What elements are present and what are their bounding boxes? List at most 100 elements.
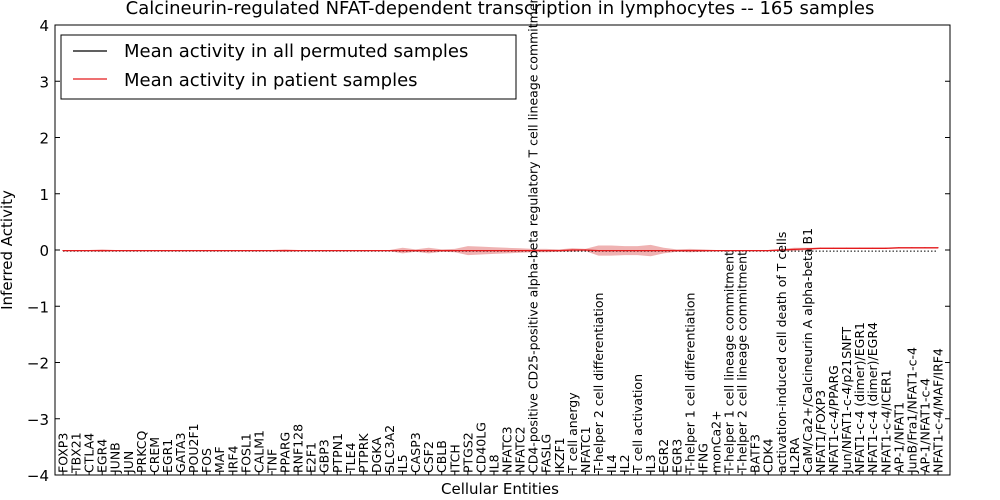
x-tick-label: PPARG: [278, 432, 293, 473]
patient-point: [480, 249, 482, 252]
patient-point: [702, 249, 704, 252]
patient-point: [101, 249, 103, 252]
x-tick-label: T-helper 2 cell lineage commitment: [735, 251, 750, 474]
patient-point: [728, 249, 730, 252]
patient-point: [362, 249, 364, 252]
x-tick-label: JUNB: [108, 442, 123, 474]
x-tick-label: NFAT1-c-4/PPARG: [826, 365, 841, 473]
patient-point: [741, 249, 743, 252]
x-tick-label: CD40LG: [473, 422, 488, 473]
patient-point: [114, 249, 116, 252]
x-tick-label: FASLG: [539, 434, 554, 473]
patient-point: [271, 249, 273, 252]
x-tick-label: NFAT1-c-4 (dimer)/EGR1: [852, 322, 867, 473]
x-tick-label: TNF: [265, 449, 280, 474]
x-tick-label: IL2RA: [787, 437, 802, 473]
patient-point: [153, 249, 156, 252]
patient-point: [754, 249, 756, 252]
patient-point: [441, 249, 443, 252]
patient-point: [232, 249, 234, 252]
patient-point: [140, 249, 142, 252]
x-tick-label: NFATC3: [500, 426, 515, 473]
patient-point: [401, 249, 404, 252]
patient-point: [571, 249, 573, 251]
y-tick-label: 4: [39, 17, 49, 35]
x-axis: FOXP3TBX21CTLA4EGR4JUNBJUNPRKCQCREMEGR1G…: [56, 0, 946, 475]
patient-point: [623, 249, 626, 252]
patient-point: [780, 249, 782, 251]
patient-point: [519, 249, 521, 252]
x-tick-label: AP-1/NFAT1-c-4: [917, 378, 932, 473]
patient-point: [179, 249, 182, 252]
x-tick-label: E2F1: [304, 442, 319, 473]
x-tick-label: ITCH: [447, 444, 462, 473]
x-tick-label: MAF: [212, 446, 227, 473]
patient-point: [637, 249, 639, 252]
x-tick-label: CaM/Ca2+/Calcineurin A alpha-beta B1: [800, 228, 815, 473]
x-tick-label: GATA3: [173, 433, 188, 473]
patient-point: [323, 249, 325, 252]
y-tick-label: 0: [39, 242, 49, 260]
patient-point: [767, 249, 769, 252]
x-tick-label: FOS: [199, 448, 214, 473]
patient-point: [819, 247, 822, 249]
x-tick-label: T cell activation: [630, 374, 645, 474]
plot-area: [62, 244, 939, 257]
x-tick-label: PTPRK: [356, 433, 371, 473]
x-tick-label: IL8: [487, 454, 502, 473]
x-tick-label: T-helper 1 cell lineage commitment: [722, 251, 737, 474]
patient-point: [506, 249, 508, 252]
x-tick-label: EGR1: [160, 439, 175, 473]
x-tick-label: IL3: [643, 454, 658, 473]
x-tick-label: BATF3: [748, 434, 763, 473]
x-tick-label: DGKA: [369, 437, 384, 473]
x-tick-label: EGR3: [669, 439, 684, 473]
x-tick-label: T-helper 2 cell differentiation: [591, 293, 606, 474]
x-tick-label: SLC3A2: [382, 425, 397, 473]
x-tick-label: CASP3: [408, 432, 423, 473]
patient-point: [924, 247, 926, 249]
x-tick-label: Jun/NFAT1-c-4/p21SNFT: [839, 327, 854, 474]
x-tick-label: NFATC1: [578, 426, 593, 473]
patient-point: [845, 247, 848, 249]
patient-point: [349, 249, 351, 252]
legend-label-patient: Mean activity in patient samples: [124, 70, 418, 91]
y-axis: 4 3 2 1 0 −1 −2 −3 −4: [27, 17, 950, 485]
x-tick-label: CREM: [147, 437, 162, 473]
x-tick-label: IL5: [395, 454, 410, 473]
x-tick-label: CD4-positive CD25-positive alpha-beta re…: [526, 0, 541, 473]
patient-point: [166, 249, 169, 252]
patient-point: [597, 249, 600, 252]
legend-box: [60, 34, 517, 100]
patient-point: [192, 249, 195, 252]
patient-point: [75, 249, 77, 252]
patient-point: [297, 249, 299, 252]
patient-point: [454, 249, 456, 252]
x-tick-label: T cell anergy: [565, 392, 580, 474]
patient-point: [467, 249, 469, 252]
x-tick-label: JunB/Fra1/NFAT1-c-4: [904, 347, 919, 474]
x-tick-label: NFAT1-c-4/MAF/IRF4: [931, 348, 946, 473]
patient-point: [206, 249, 208, 252]
axes-frame: [54, 24, 951, 476]
patient-point: [689, 249, 691, 252]
y-tick-label: 2: [39, 130, 49, 148]
x-axis-label: Cellular Entities: [441, 480, 559, 498]
x-tick-label: NFAT1-c-4 (dimer)/EGR4: [865, 322, 880, 473]
x-tick-label: TBX21: [69, 432, 84, 474]
x-tick-label: PTPN1: [330, 433, 345, 473]
x-tick-label: IFNG: [695, 443, 710, 473]
x-tick-label: CTLA4: [82, 433, 97, 473]
x-tick-label: NFATC2: [513, 426, 528, 473]
x-tick-label: GBP3: [317, 439, 332, 473]
y-tick-label: −4: [27, 467, 49, 485]
patient-point: [650, 249, 652, 252]
x-tick-label: RNF128: [291, 424, 306, 473]
patient-point: [806, 248, 809, 250]
x-tick-label: CBLB: [434, 440, 449, 473]
x-tick-label: JUN: [121, 451, 136, 474]
patient-point: [832, 247, 835, 249]
patient-point: [937, 247, 939, 249]
y-tick-label: −1: [27, 298, 49, 316]
patient-point: [885, 247, 887, 249]
